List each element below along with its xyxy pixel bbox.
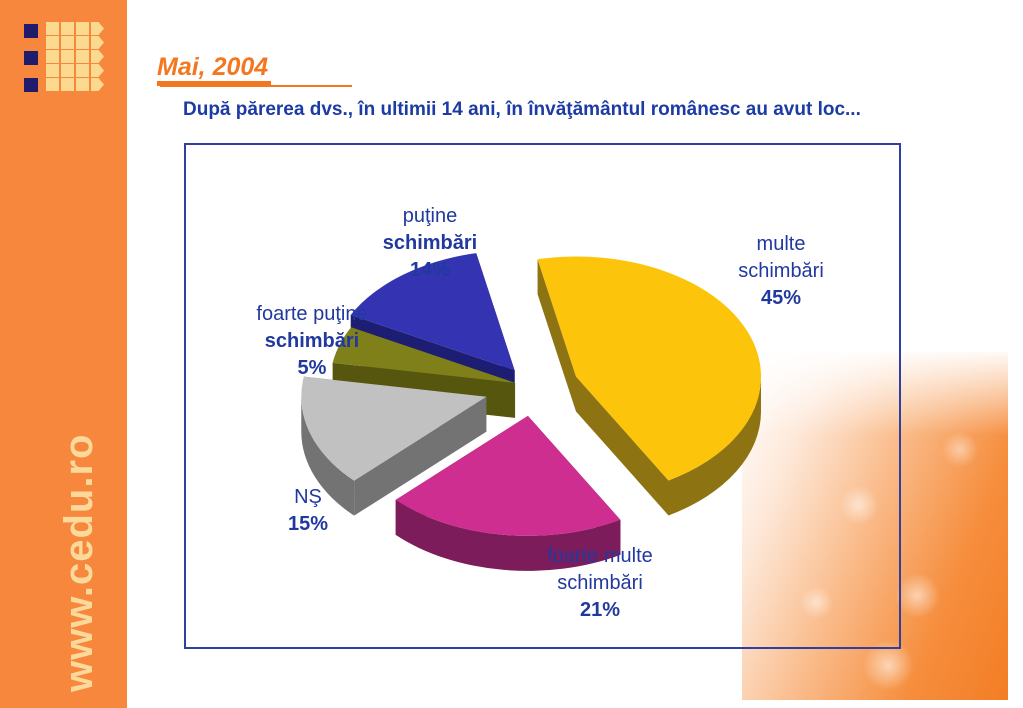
- pie-slice-2: [301, 376, 487, 481]
- pie-slice-1-skirt: [395, 499, 621, 571]
- logo-cell: [76, 64, 89, 77]
- pie-slice-2-skirt: [301, 396, 355, 516]
- logo-cell: [61, 50, 74, 63]
- pie-label-line: schimbări: [382, 232, 478, 254]
- logo-cell: [46, 50, 59, 63]
- pie-slice-3: [332, 327, 516, 383]
- pie-label-line: multe: [756, 233, 806, 255]
- logo-cell: [76, 78, 89, 91]
- pie-label-3: foarte puţine schimbări 5%: [256, 301, 367, 382]
- pie-label-2: NŞ 15%: [288, 484, 328, 538]
- chart-frame: [184, 143, 901, 649]
- pie-label-line: foarte puţine: [256, 303, 368, 325]
- logo-cell: [91, 78, 104, 91]
- logo-cell: [61, 36, 74, 49]
- pie-label-line: 5%: [297, 357, 327, 379]
- question-text: După părerea dvs., în ultimii 14 ani, în…: [183, 99, 861, 120]
- pie-label-1: foarte multe schimbări 21%: [547, 543, 653, 624]
- pie-slice-4: [350, 253, 515, 371]
- pie-slice-0: [537, 256, 762, 481]
- logo-cell: [91, 22, 104, 35]
- website-link[interactable]: www.cedu.ro: [57, 433, 101, 692]
- pie-label-line: schimbări: [264, 330, 360, 352]
- logo-cell: [91, 64, 104, 77]
- logo-cell: [46, 36, 59, 49]
- logo-cell: [91, 36, 104, 49]
- logo-cell: [46, 64, 59, 77]
- cedu-logo: [22, 11, 110, 97]
- pie-label-line: 21%: [579, 599, 621, 621]
- logo-cell: [46, 22, 59, 35]
- title-underline: [160, 85, 352, 87]
- pie-label-line: schimbări: [738, 260, 824, 282]
- pie-label-line: 14%: [409, 259, 451, 281]
- pie-chart-area: multe schimbări 45% foarte multe schimbări 21…: [184, 143, 901, 649]
- logo-cell: [24, 51, 38, 65]
- pie-label-line: NŞ: [294, 486, 322, 508]
- pie-label-line: 45%: [760, 287, 802, 309]
- pie-label-4: puţine schimbări 14%: [383, 203, 477, 284]
- pie-label-line: schimbări: [557, 572, 643, 594]
- sidebar: www.cedu.ro: [0, 0, 127, 708]
- pie-slice-0-side: [537, 259, 577, 412]
- pie-label-line: foarte multe: [547, 545, 653, 567]
- logo-cell: [24, 24, 38, 38]
- logo-cell: [61, 64, 74, 77]
- pie-label-line: 15%: [287, 513, 329, 535]
- logo-cell: [76, 36, 89, 49]
- pie-label-line: puţine: [402, 205, 458, 227]
- pie-slice-1: [395, 415, 621, 536]
- logo-cell: [61, 22, 74, 35]
- logo-cell: [46, 78, 59, 91]
- logo-cell: [24, 78, 38, 92]
- logo-cell: [61, 78, 74, 91]
- date-title: Mai, 2004: [157, 53, 272, 86]
- logo-cell: [91, 50, 104, 63]
- pie-label-0: multe schimbări 45%: [738, 231, 824, 312]
- logo-cell: [76, 50, 89, 63]
- logo-cell: [76, 22, 89, 35]
- pie-chart-3d: [301, 253, 762, 571]
- pie-slice-0-skirt: [668, 376, 762, 516]
- children-photo: [742, 352, 1008, 700]
- pie-slice-0-side: [576, 376, 669, 516]
